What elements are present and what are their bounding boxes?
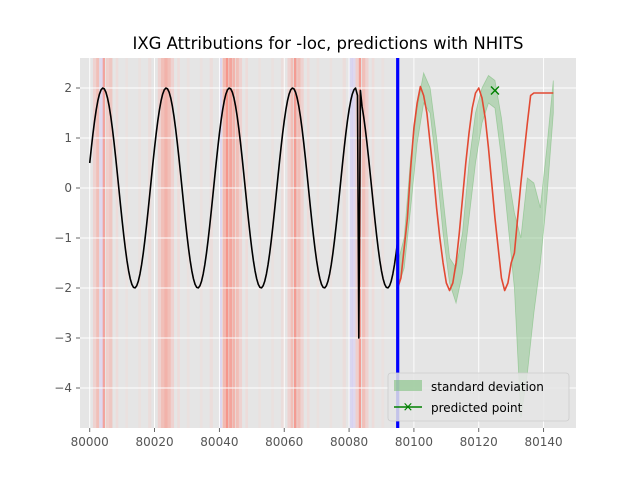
series-lines — [88, 58, 554, 428]
attribution-span — [362, 58, 366, 428]
attribution-span — [167, 58, 171, 428]
attribution-span — [219, 58, 222, 428]
y-tick-label: 1 — [64, 131, 72, 145]
attribution-span — [177, 58, 180, 428]
legend-predicted-marker: × — [403, 400, 414, 415]
attribution-span — [222, 58, 226, 428]
attribution-span — [271, 58, 274, 428]
x-tick-label: 80100 — [395, 435, 433, 449]
attribution-span — [164, 58, 168, 428]
attribution-span — [96, 58, 100, 428]
legend-std-swatch — [394, 380, 422, 391]
attribution-span — [238, 58, 243, 428]
attribution-spans — [92, 58, 385, 428]
attribution-span — [280, 58, 285, 428]
x-tick-label: 80120 — [460, 435, 498, 449]
legend-label-std: standard deviation — [431, 380, 544, 394]
attribution-span — [235, 58, 239, 428]
legend-label-predicted: predicted point — [431, 401, 523, 415]
attribution-span — [290, 58, 294, 428]
attribution-span — [349, 58, 353, 428]
attribution-span — [342, 58, 346, 428]
attribution-span — [365, 58, 369, 428]
legend: standard deviation × predicted point — [387, 372, 570, 422]
attribution-span — [115, 58, 119, 428]
attribution-span — [161, 58, 165, 428]
attribution-span — [92, 58, 97, 428]
std-band-layer — [397, 71, 554, 419]
attribution-span — [102, 58, 105, 428]
attribution-span — [316, 58, 320, 428]
x-tick-label: 80080 — [330, 435, 368, 449]
attribution-span — [199, 58, 203, 428]
attribution-span — [157, 58, 162, 428]
attribution-span — [287, 58, 291, 428]
attribution-span — [329, 58, 333, 428]
std-band — [397, 71, 554, 419]
tick-labels: 80000 80020 80040 80060 80080 80100 80120 80140… — [54, 81, 562, 449]
y-tick-label: −3 — [54, 331, 72, 345]
attribution-span — [109, 58, 113, 428]
attribution-span — [300, 58, 304, 428]
attribution-span — [306, 58, 310, 428]
chart-title: IXG Attributions for -loc, predictions w… — [132, 34, 523, 53]
attribution-span — [99, 58, 104, 428]
attribution-span — [209, 58, 213, 428]
attribution-span — [105, 58, 110, 428]
x-tick-label: 80020 — [135, 435, 173, 449]
attribution-span — [293, 58, 297, 428]
attribution-span — [125, 58, 128, 428]
y-tick-label: −1 — [54, 231, 72, 245]
attribution-span — [225, 58, 229, 428]
y-tick-label: −4 — [54, 381, 72, 395]
predicted-point-marker — [490, 86, 500, 95]
attribution-span — [352, 58, 356, 428]
attribution-span — [381, 58, 385, 428]
x-tick-label: 80000 — [71, 435, 109, 449]
markers-layer — [490, 86, 500, 95]
plot-area — [80, 58, 576, 428]
y-tick-label: −2 — [54, 281, 72, 295]
x-tick-label: 80060 — [265, 435, 303, 449]
attribution-span — [371, 58, 375, 428]
x-tick-label: 80040 — [200, 435, 238, 449]
attribution-span — [138, 58, 141, 428]
attribution-span — [258, 58, 261, 428]
attribution-span — [148, 58, 152, 428]
forecast-line — [396, 85, 554, 292]
attribution-span — [232, 58, 235, 428]
attribution-span — [297, 58, 301, 428]
y-tick-label: 2 — [64, 81, 72, 95]
attribution-span — [355, 58, 359, 428]
y-tick-label: 0 — [64, 181, 72, 195]
x-tick-label: 80140 — [524, 435, 562, 449]
history-line — [88, 87, 399, 339]
attribution-span — [229, 58, 233, 428]
attribution-span — [245, 58, 248, 428]
legend-frame — [387, 372, 570, 422]
attribution-span — [170, 58, 175, 428]
